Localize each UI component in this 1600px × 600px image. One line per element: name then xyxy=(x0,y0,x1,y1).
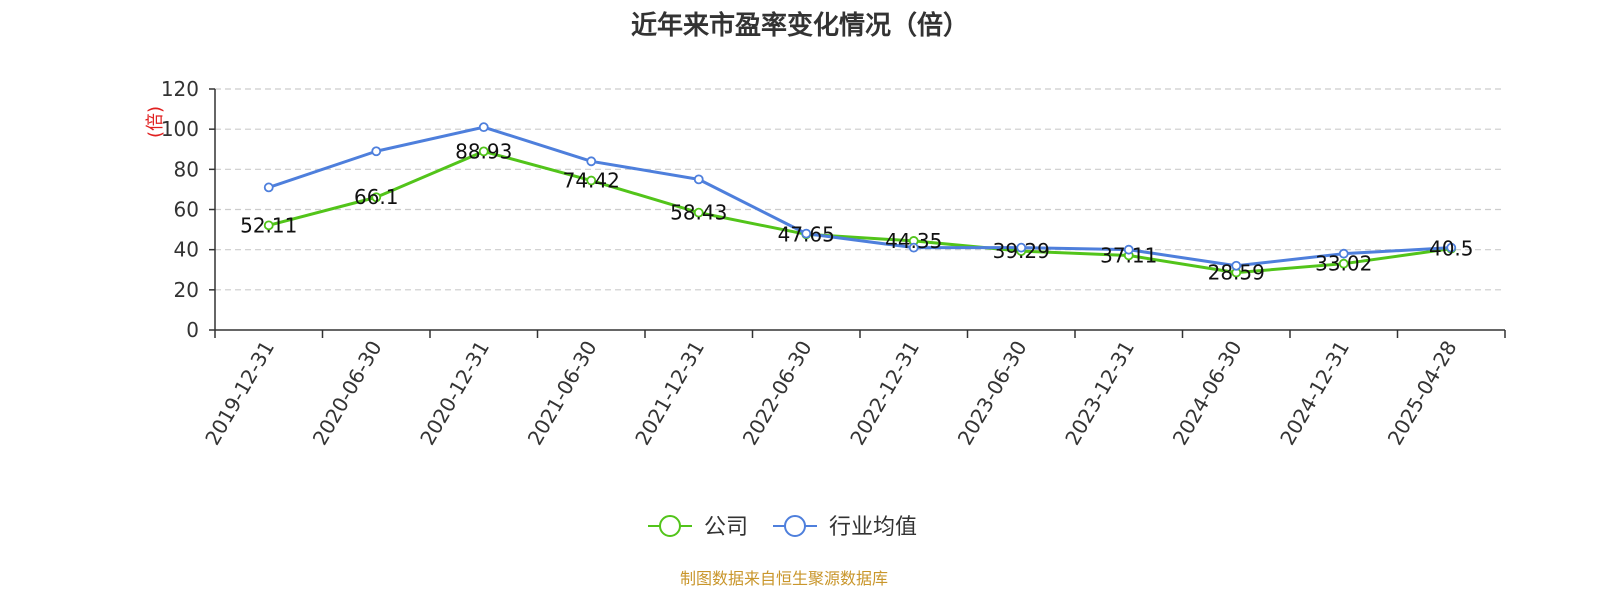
data-label: 74.42 xyxy=(563,169,620,193)
data-label: 66.1 xyxy=(354,185,399,209)
data-point xyxy=(478,122,489,133)
y-tick-label: 0 xyxy=(186,318,199,342)
y-tick-label: 80 xyxy=(174,157,199,181)
data-point xyxy=(371,146,382,157)
data-label: 44.35 xyxy=(885,229,942,253)
data-label: 39.29 xyxy=(993,239,1050,263)
x-tick-label: 2023-06-30 xyxy=(953,337,1032,450)
y-axis-label: (倍) xyxy=(145,106,166,138)
chart-title: 近年来市盈率变化情况（倍） xyxy=(631,10,969,41)
y-tick-label: 40 xyxy=(174,238,199,262)
data-point xyxy=(1123,244,1134,255)
legend-item-company: 公司 xyxy=(648,515,748,540)
series-lines xyxy=(263,122,1457,278)
x-tick-label: 2019-12-31 xyxy=(200,337,279,450)
x-tick-label: 2020-12-31 xyxy=(415,337,494,450)
data-point xyxy=(586,156,597,167)
data-label: 52.11 xyxy=(240,213,297,237)
y-tick-label: 20 xyxy=(174,278,199,302)
data-point xyxy=(1016,242,1027,253)
legend-marker xyxy=(784,515,806,537)
x-tick-label: 2025-04-28 xyxy=(1383,337,1462,450)
data-label: 28.59 xyxy=(1208,261,1265,285)
data-label: 47.65 xyxy=(778,222,835,246)
data-point xyxy=(371,192,382,203)
legend-label: 公司 xyxy=(704,515,748,540)
data-label: 40.5 xyxy=(1429,237,1474,261)
data-label: 58.43 xyxy=(670,201,727,225)
data-labels: 52.11 66.1 88.93 74.42 58.43 47.65 44.35 39.29 3… xyxy=(240,139,1473,284)
x-axis-ticks: 2019-12-31 2020-06-30 2020-12-31 2021-06-30… xyxy=(200,330,1506,450)
source-note: 制图数据来自恒生聚源数据库 xyxy=(680,569,888,588)
data-point xyxy=(478,146,489,157)
legend-label: 行业均值 xyxy=(829,515,917,540)
data-point xyxy=(908,242,919,253)
data-point xyxy=(263,182,274,193)
legend-item-industry: 行业均值 xyxy=(773,515,917,540)
y-axis-ticks: 0 20 40 60 80 100 120 xyxy=(161,77,215,342)
x-tick-label: 2024-06-30 xyxy=(1168,337,1247,450)
x-tick-label: 2021-06-30 xyxy=(523,337,602,450)
data-label: 37.11 xyxy=(1100,243,1157,267)
data-point xyxy=(693,207,704,218)
y-tick-label: 120 xyxy=(161,77,199,101)
legend-marker xyxy=(659,515,681,537)
data-label: 88.93 xyxy=(455,139,512,163)
grid-lines xyxy=(215,88,1505,291)
legend: 公司 行业均值 xyxy=(648,515,917,540)
series-line-company xyxy=(268,149,1452,275)
x-tick-label: 2022-06-30 xyxy=(738,337,817,450)
data-point xyxy=(586,175,597,186)
series-line-industry xyxy=(268,125,1452,268)
y-tick-label: 60 xyxy=(174,198,199,222)
x-tick-label: 2024-12-31 xyxy=(1275,337,1354,450)
y-tick-label: 100 xyxy=(161,117,199,141)
data-point xyxy=(693,174,704,185)
x-tick-label: 2023-12-31 xyxy=(1060,337,1139,450)
data-point xyxy=(801,228,812,239)
x-tick-label: 2020-06-30 xyxy=(308,337,387,450)
data-point xyxy=(1338,258,1349,269)
data-point xyxy=(263,220,274,231)
data-point xyxy=(1231,260,1242,271)
data-label: 33.02 xyxy=(1315,252,1372,276)
data-point xyxy=(1446,242,1457,253)
x-tick-label: 2021-12-31 xyxy=(630,337,709,450)
data-point xyxy=(1338,248,1349,259)
x-tick-label: 2022-12-31 xyxy=(845,337,924,450)
